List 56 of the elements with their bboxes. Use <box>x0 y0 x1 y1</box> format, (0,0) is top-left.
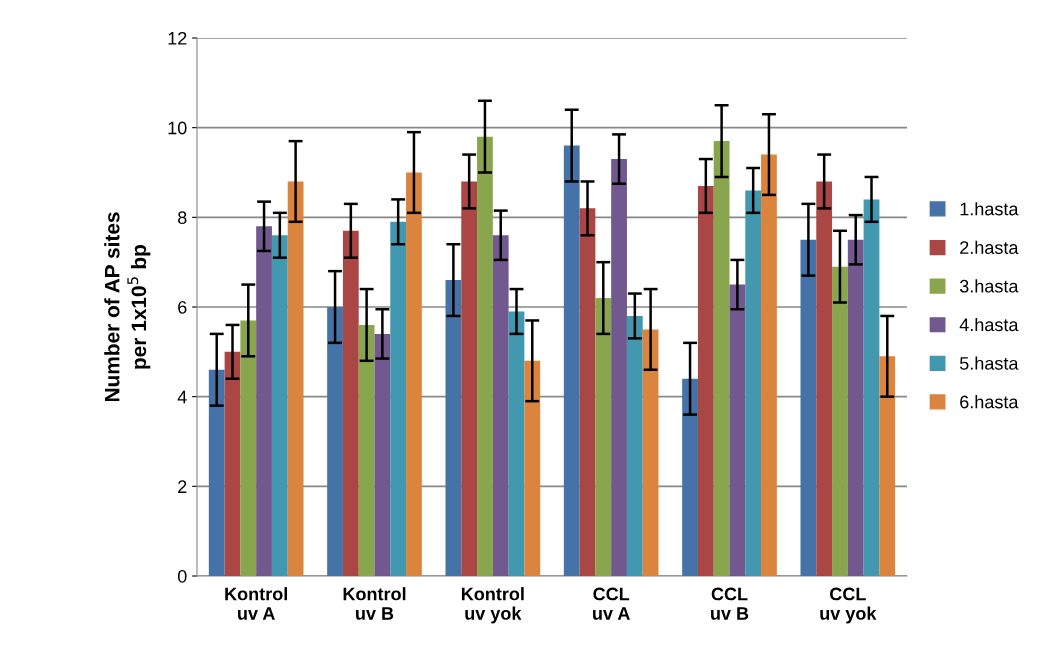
bar <box>342 230 359 576</box>
bar <box>224 351 241 576</box>
bar <box>847 239 864 576</box>
bar <box>816 181 833 576</box>
bar <box>492 235 509 576</box>
bar <box>611 159 627 576</box>
bar <box>697 185 714 576</box>
bar <box>358 324 375 576</box>
bar <box>374 333 391 576</box>
bar <box>595 298 612 576</box>
x-tick-label: Kontrol uv B <box>343 587 406 620</box>
y-tick-label: 8 <box>178 211 187 225</box>
bar <box>729 284 746 576</box>
bar <box>713 141 730 576</box>
bar <box>642 329 659 576</box>
bar <box>327 307 343 576</box>
bar <box>579 208 596 576</box>
legend-label: 2.hasta <box>960 240 1019 254</box>
bar <box>256 226 272 576</box>
bar <box>682 378 698 576</box>
bar <box>445 280 462 576</box>
bar <box>406 172 422 576</box>
x-tick-label: CCL uv A <box>593 587 630 620</box>
x-tick-label: Kontrol uv yok <box>461 587 524 624</box>
bar <box>508 311 525 576</box>
y-tick-label: 2 <box>178 480 187 493</box>
bar <box>879 356 896 576</box>
bar <box>745 190 762 576</box>
bar <box>287 181 304 576</box>
bar <box>863 199 880 576</box>
bar <box>832 266 848 576</box>
bar <box>524 360 541 576</box>
bar <box>208 369 225 576</box>
bar <box>390 221 407 576</box>
legend-label: 6.hasta <box>960 395 1019 409</box>
bar <box>563 145 580 576</box>
bar <box>271 235 288 576</box>
y-tick-label: 12 <box>168 31 187 45</box>
y-tick-label: 10 <box>168 121 187 135</box>
bar <box>461 181 478 576</box>
legend-label: 4.hasta <box>959 317 1019 332</box>
y-tick-label: 6 <box>178 300 187 314</box>
bar <box>761 154 777 576</box>
legend-label: 5.hasta <box>959 356 1019 370</box>
legend-label: 1.hasta <box>960 202 1019 216</box>
bar <box>626 315 643 576</box>
x-tick-label: CCL uv B <box>711 587 749 620</box>
bar <box>800 239 817 576</box>
y-axis-title: Number of AP sites per 1x10$^{5}$ bp <box>104 212 151 402</box>
bar <box>240 320 257 576</box>
y-tick-label: 0 <box>177 569 187 583</box>
bar <box>477 136 493 576</box>
x-tick-label: CCL uv yok <box>820 587 877 624</box>
x-tick-label: Kontrol uv A <box>225 587 287 620</box>
legend-label: 3.hasta <box>959 279 1019 293</box>
y-tick-label: 4 <box>177 390 187 404</box>
